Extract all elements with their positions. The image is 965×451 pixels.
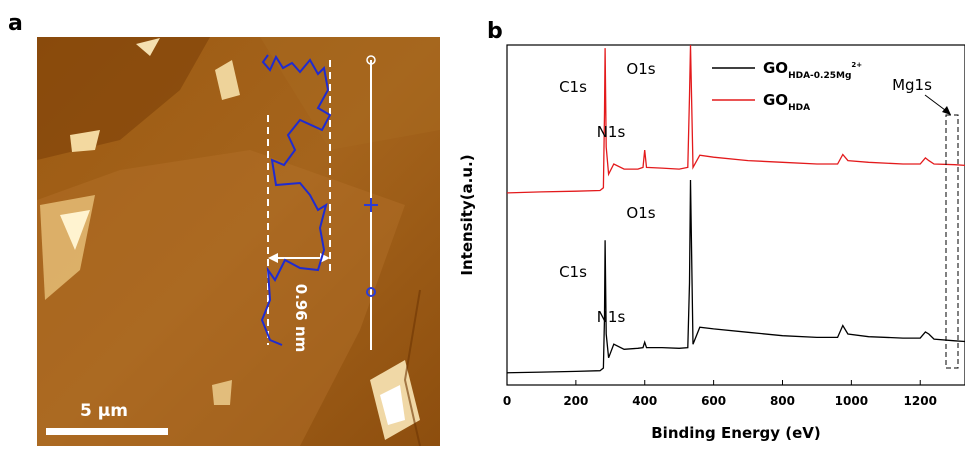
height-label: 0.96 nm: [292, 284, 310, 353]
line-profile: [260, 54, 378, 350]
mg-arrow-head: [942, 106, 951, 115]
legend-name: GO: [763, 59, 788, 77]
legend-subscript: HDA-0.25Mg: [788, 71, 851, 81]
scale-bar-label: 5 µm: [80, 401, 128, 421]
x-tick-label: 800: [770, 394, 795, 408]
peak-label: N1s: [597, 308, 626, 326]
y-axis-label: Intensity(a.u.): [458, 154, 476, 275]
peak-label: C1s: [559, 263, 587, 281]
peak-label: C1s: [559, 78, 587, 96]
plot-frame: [506, 44, 965, 386]
panel-label: a: [8, 11, 23, 36]
legend-superscript: 2+: [851, 61, 862, 69]
afm-image: [37, 37, 440, 447]
x-tick-label: 1200: [904, 394, 937, 408]
x-axis-label: Binding Energy (eV): [651, 424, 821, 442]
spectrum-line: [506, 179, 965, 374]
peak-label: Mg1s: [892, 76, 932, 94]
x-tick-label: 0: [503, 394, 511, 408]
legend-entry: GOHDA-0.25Mg2+: [763, 59, 862, 81]
legend-subscript: HDA: [788, 103, 810, 113]
legend-entry: GOHDA: [763, 91, 810, 113]
x-tick-label: 200: [563, 394, 588, 408]
x-tick-label: 400: [632, 394, 657, 408]
mg-region-box: [945, 114, 959, 369]
peak-label: O1s: [626, 204, 655, 222]
legend-name: GO: [763, 91, 788, 109]
x-tick-label: 600: [701, 394, 726, 408]
peak-label: N1s: [597, 123, 626, 141]
panel-label: b: [487, 19, 503, 44]
scale-bar: [46, 428, 168, 435]
x-tick-label: 1000: [835, 394, 868, 408]
spectrum-line: [506, 44, 965, 194]
peak-label: O1s: [626, 60, 655, 78]
